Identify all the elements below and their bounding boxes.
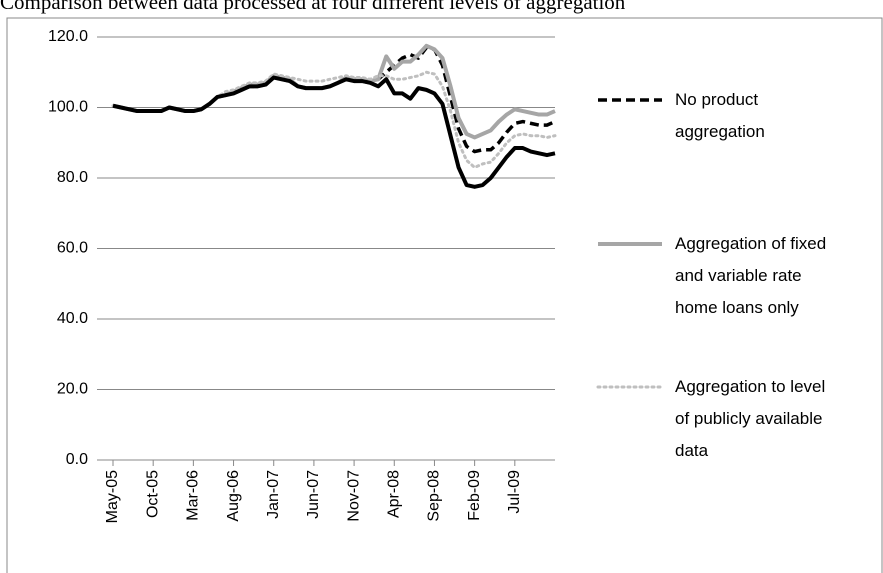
y-tick-label: 0.0	[66, 451, 88, 468]
y-tick-label: 40.0	[57, 310, 88, 327]
legend-label: No product aggregation	[675, 90, 765, 141]
legend-label: Aggregation to level of publicly availab…	[675, 377, 826, 460]
x-tick-label: May-05	[104, 470, 121, 523]
x-tick-label: Jul-09	[506, 470, 523, 514]
y-tick-label: 20.0	[57, 381, 88, 398]
legend-label: Aggregation of fixed and variable rate h…	[675, 234, 827, 317]
chart-frame	[6, 17, 883, 573]
x-tick-label: Mar-06	[185, 470, 202, 521]
x-tick-label: Aug-06	[225, 470, 242, 522]
y-tick-label: 80.0	[57, 169, 88, 186]
series-line	[112, 45, 556, 154]
x-tick-label: Oct-05	[144, 470, 161, 518]
x-tick-label: Feb-09	[466, 470, 483, 521]
series-line	[112, 75, 556, 189]
y-tick-label: 60.0	[57, 240, 88, 257]
y-tick-label: 100.0	[48, 99, 88, 116]
chart-title: Comparison between data processed at fou…	[0, 0, 626, 14]
x-tick-label: Jun-07	[305, 470, 322, 519]
series-line	[112, 43, 556, 140]
x-tick-label: Nov-07	[345, 470, 362, 522]
y-tick-label: 120.0	[48, 28, 88, 45]
x-tick-label: Apr-08	[385, 470, 402, 518]
x-tick-label: Jan-07	[265, 470, 282, 519]
x-tick-label: Sep-08	[426, 470, 443, 522]
